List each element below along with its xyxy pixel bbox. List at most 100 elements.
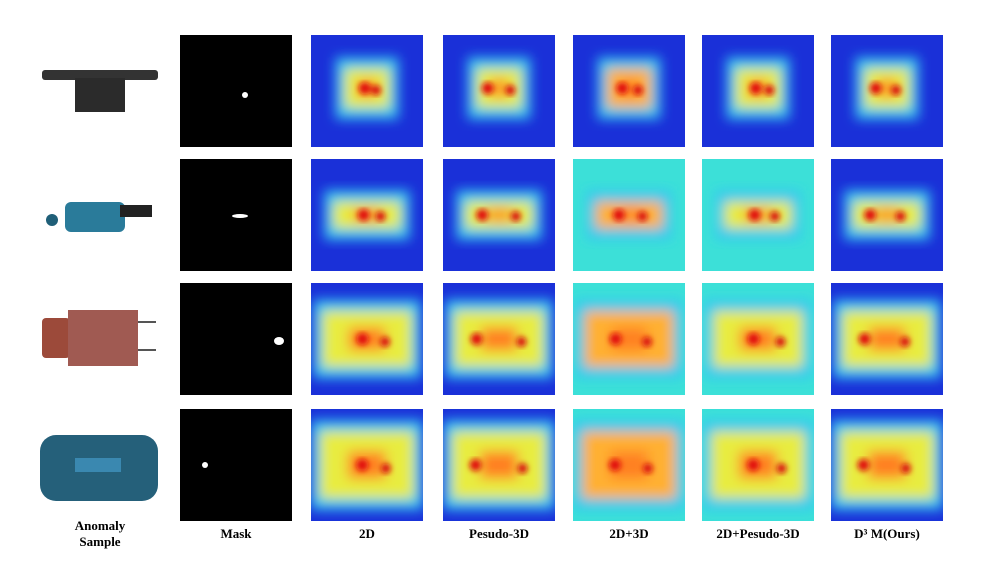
- heatmap-blobs: [443, 420, 555, 510]
- column-label: D³ M(Ours): [854, 526, 920, 541]
- heatmap-blobs: [456, 190, 542, 240]
- heatmap-peaks: [608, 459, 653, 474]
- heat-red: [356, 459, 369, 471]
- heatmap-peaks: [357, 209, 386, 222]
- heat-orange: [868, 451, 906, 479]
- heat-red: [379, 336, 390, 347]
- heat-red: [358, 82, 371, 95]
- heatmap-blobs: [844, 190, 930, 240]
- column-label: Pesudo-3D: [469, 526, 529, 541]
- heatmap: [702, 283, 814, 395]
- heatmap: [831, 159, 943, 271]
- heat-red: [864, 209, 877, 221]
- sample-object: [65, 202, 125, 232]
- heatmap-peaks: [609, 333, 652, 347]
- heatmap: [443, 35, 555, 147]
- heat-red: [895, 211, 906, 222]
- heatmap-peaks: [749, 82, 775, 96]
- mask-anomaly: [274, 337, 284, 345]
- heat-red: [380, 463, 391, 474]
- column-label: Mask: [220, 526, 252, 541]
- heat-orange: [873, 209, 901, 221]
- heatmap-blobs: [831, 420, 943, 510]
- heat-red: [612, 209, 625, 221]
- heat-red: [637, 211, 648, 222]
- sample-object: [46, 214, 58, 226]
- heatmap: [831, 409, 943, 521]
- heatmap-peaks: [469, 459, 528, 474]
- heatmap-peaks: [470, 333, 527, 347]
- heat-orange: [615, 209, 643, 221]
- heat-red: [616, 82, 629, 95]
- column-label: 2D+Pesudo-3D: [716, 526, 799, 541]
- heatmap-peaks: [356, 459, 391, 474]
- heatmap: [311, 159, 423, 271]
- heatmap-peaks: [358, 82, 381, 96]
- heatmap: [831, 283, 943, 395]
- heat-red: [900, 463, 911, 474]
- heatmap: [311, 283, 423, 395]
- sample-object: [120, 205, 152, 217]
- sample-images: [40, 70, 158, 501]
- heatmap-peaks: [612, 209, 648, 222]
- heat-red: [769, 211, 780, 222]
- heatmap-peaks: [616, 82, 643, 96]
- heat-orange: [611, 327, 647, 351]
- sample-object: [75, 458, 121, 472]
- mask-image: [180, 283, 292, 395]
- heatmap-peaks: [748, 209, 780, 222]
- heatmap: [702, 159, 814, 271]
- heat-red: [857, 459, 870, 471]
- mask-anomaly: [232, 214, 248, 218]
- heatmap-blobs: [855, 57, 919, 119]
- column-label: Sample: [79, 534, 120, 549]
- heatmap-peaks: [747, 333, 786, 347]
- column-label: 2D: [359, 526, 375, 541]
- heatmap: [831, 35, 943, 147]
- heatmap-peaks: [864, 209, 906, 222]
- column-label: Anomaly: [75, 518, 126, 533]
- heatmap-peaks: [857, 459, 911, 474]
- heat-red: [632, 85, 643, 96]
- sample-object: [42, 318, 70, 358]
- mask-image: [180, 35, 292, 147]
- heat-red: [764, 85, 775, 96]
- mask-image: [180, 409, 292, 521]
- heat-red: [505, 85, 516, 96]
- heatmap: [702, 409, 814, 521]
- heatmap-peaks: [356, 333, 390, 347]
- heatmap: [443, 159, 555, 271]
- heat-orange: [480, 451, 518, 479]
- heatmap: [702, 35, 814, 147]
- heat-red: [357, 209, 370, 221]
- heat-red: [747, 333, 760, 345]
- heat-orange: [490, 80, 508, 97]
- heatmap: [573, 35, 685, 147]
- mask-anomaly: [202, 462, 208, 468]
- heat-red: [641, 336, 652, 347]
- heatmap-blobs: [573, 420, 685, 510]
- heat-red: [481, 82, 494, 95]
- heat-red: [858, 333, 871, 345]
- heatmap-blobs: [467, 57, 531, 119]
- heat-red: [890, 85, 901, 96]
- heat-red: [775, 336, 786, 347]
- heat-red: [370, 85, 381, 96]
- heat-orange: [481, 327, 517, 351]
- heat-red: [776, 463, 787, 474]
- heat-red: [470, 333, 483, 345]
- heat-orange: [485, 209, 513, 221]
- mask-anomaly: [242, 92, 248, 98]
- heatmap-peaks: [481, 82, 516, 96]
- heat-red: [476, 209, 489, 221]
- sample-object: [68, 310, 138, 366]
- heatmap-blobs: [597, 57, 661, 119]
- heat-red: [516, 336, 527, 347]
- heatmap-blobs: [833, 299, 941, 379]
- heat-red: [748, 209, 761, 221]
- heat-red: [609, 333, 622, 345]
- heat-red: [899, 336, 910, 347]
- heat-red: [749, 82, 762, 95]
